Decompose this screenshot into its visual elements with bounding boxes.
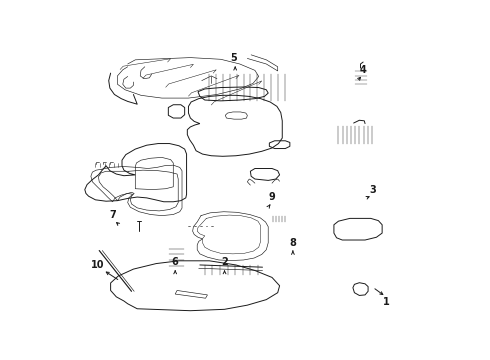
Text: 4: 4 [360, 64, 367, 75]
Text: 6: 6 [172, 257, 178, 267]
Text: 7: 7 [109, 210, 116, 220]
Text: 3: 3 [369, 185, 376, 195]
Text: 2: 2 [221, 257, 228, 267]
Text: 1: 1 [383, 297, 390, 307]
Text: 9: 9 [269, 192, 275, 202]
Text: 8: 8 [290, 238, 296, 248]
Text: 5: 5 [231, 53, 238, 63]
Text: 10: 10 [91, 260, 104, 270]
